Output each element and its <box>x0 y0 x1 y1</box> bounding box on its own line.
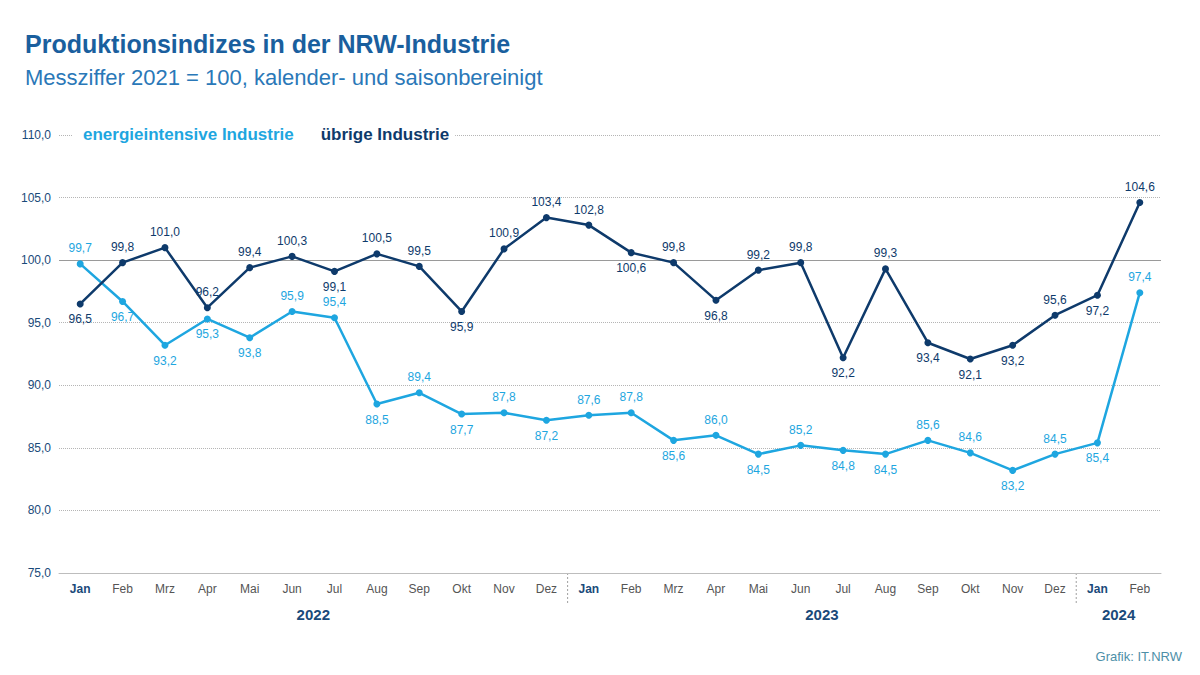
svg-text:Messziffer 2021 = 100, kalende: Messziffer 2021 = 100, kalender- und sai… <box>25 65 543 90</box>
svg-text:95,4: 95,4 <box>323 295 347 309</box>
svg-text:83,2: 83,2 <box>1001 479 1025 493</box>
svg-text:Jun: Jun <box>282 582 301 596</box>
svg-text:99,4: 99,4 <box>238 245 262 259</box>
svg-text:Jul: Jul <box>327 582 342 596</box>
svg-text:Feb: Feb <box>1129 582 1150 596</box>
svg-text:Jun: Jun <box>791 582 810 596</box>
svg-text:Jan: Jan <box>1087 582 1108 596</box>
svg-text:87,8: 87,8 <box>492 390 516 404</box>
svg-text:84,5: 84,5 <box>874 463 898 477</box>
svg-text:84,5: 84,5 <box>1043 432 1067 446</box>
svg-text:100,0: 100,0 <box>21 253 51 267</box>
svg-text:2023: 2023 <box>805 606 838 623</box>
svg-text:110,0: 110,0 <box>22 128 51 142</box>
svg-text:93,8: 93,8 <box>238 346 262 360</box>
svg-text:88,5: 88,5 <box>365 413 389 427</box>
svg-text:Produktionsindizes in der NRW-: Produktionsindizes in der NRW-Industrie <box>25 30 510 58</box>
svg-text:75,0: 75,0 <box>28 566 52 580</box>
svg-text:97,2: 97,2 <box>1086 304 1110 318</box>
svg-text:99,8: 99,8 <box>662 240 686 254</box>
svg-text:93,4: 93,4 <box>916 351 940 365</box>
svg-text:99,8: 99,8 <box>111 240 135 254</box>
svg-text:Apr: Apr <box>198 582 217 596</box>
svg-text:96,7: 96,7 <box>111 310 135 324</box>
svg-text:85,6: 85,6 <box>662 449 686 463</box>
svg-text:96,5: 96,5 <box>69 312 93 326</box>
svg-text:übrige Industrie: übrige Industrie <box>321 125 449 144</box>
svg-text:Jan: Jan <box>578 582 599 596</box>
svg-text:Jul: Jul <box>835 582 850 596</box>
svg-text:Jan: Jan <box>70 582 91 596</box>
svg-text:Nov: Nov <box>493 582 514 596</box>
svg-text:93,2: 93,2 <box>153 354 177 368</box>
svg-text:104,6: 104,6 <box>1125 180 1155 194</box>
svg-text:Feb: Feb <box>621 582 642 596</box>
svg-text:97,4: 97,4 <box>1128 270 1152 284</box>
svg-text:Okt: Okt <box>961 582 980 596</box>
svg-text:89,4: 89,4 <box>408 370 432 384</box>
svg-text:Okt: Okt <box>452 582 471 596</box>
svg-text:95,6: 95,6 <box>1043 293 1067 307</box>
svg-text:90,0: 90,0 <box>28 378 52 392</box>
svg-text:99,1: 99,1 <box>323 280 347 294</box>
svg-text:93,2: 93,2 <box>1001 354 1025 368</box>
svg-text:Feb: Feb <box>112 582 133 596</box>
svg-text:99,8: 99,8 <box>789 240 813 254</box>
svg-text:103,4: 103,4 <box>531 195 561 209</box>
svg-text:Sep: Sep <box>917 582 939 596</box>
svg-text:96,8: 96,8 <box>704 309 728 323</box>
svg-text:84,6: 84,6 <box>959 430 983 444</box>
svg-text:Dez: Dez <box>536 582 557 596</box>
svg-text:Sep: Sep <box>409 582 431 596</box>
svg-text:99,5: 99,5 <box>408 244 432 258</box>
svg-text:87,8: 87,8 <box>620 390 644 404</box>
svg-text:102,8: 102,8 <box>574 203 604 217</box>
svg-text:105,0: 105,0 <box>21 191 51 205</box>
svg-text:100,3: 100,3 <box>277 234 307 248</box>
svg-text:Mai: Mai <box>749 582 768 596</box>
svg-text:99,2: 99,2 <box>747 248 771 262</box>
svg-text:80,0: 80,0 <box>28 503 52 517</box>
svg-text:Mrz: Mrz <box>155 582 175 596</box>
svg-text:2022: 2022 <box>297 606 330 623</box>
svg-text:95,9: 95,9 <box>280 289 304 303</box>
svg-text:99,7: 99,7 <box>69 241 93 255</box>
svg-text:85,6: 85,6 <box>916 418 940 432</box>
svg-text:85,4: 85,4 <box>1086 451 1110 465</box>
svg-text:Mrz: Mrz <box>664 582 684 596</box>
svg-text:Aug: Aug <box>875 582 896 596</box>
svg-text:Mai: Mai <box>240 582 259 596</box>
svg-text:92,2: 92,2 <box>831 366 855 380</box>
svg-text:84,5: 84,5 <box>747 463 771 477</box>
svg-text:95,0: 95,0 <box>28 316 52 330</box>
svg-text:2024: 2024 <box>1102 606 1136 623</box>
svg-text:100,5: 100,5 <box>362 231 392 245</box>
svg-text:100,9: 100,9 <box>489 226 519 240</box>
svg-text:85,2: 85,2 <box>789 423 813 437</box>
svg-text:Grafik: IT.NRW: Grafik: IT.NRW <box>1096 649 1183 664</box>
svg-text:95,9: 95,9 <box>450 320 474 334</box>
svg-text:92,1: 92,1 <box>959 368 983 382</box>
svg-text:Dez: Dez <box>1044 582 1065 596</box>
svg-text:86,0: 86,0 <box>704 413 728 427</box>
svg-text:99,3: 99,3 <box>874 246 898 260</box>
svg-text:100,6: 100,6 <box>616 261 646 275</box>
svg-text:87,6: 87,6 <box>577 393 601 407</box>
svg-text:84,8: 84,8 <box>831 459 855 473</box>
svg-text:Nov: Nov <box>1002 582 1023 596</box>
svg-text:85,0: 85,0 <box>28 441 52 455</box>
svg-text:Apr: Apr <box>707 582 726 596</box>
svg-text:Aug: Aug <box>366 582 387 596</box>
svg-text:95,3: 95,3 <box>196 327 220 341</box>
svg-text:energieintensive Industrie: energieintensive Industrie <box>83 125 294 144</box>
svg-text:101,0: 101,0 <box>150 225 180 239</box>
svg-text:87,7: 87,7 <box>450 423 474 437</box>
svg-text:96,2: 96,2 <box>196 285 220 299</box>
svg-text:87,2: 87,2 <box>535 429 559 443</box>
